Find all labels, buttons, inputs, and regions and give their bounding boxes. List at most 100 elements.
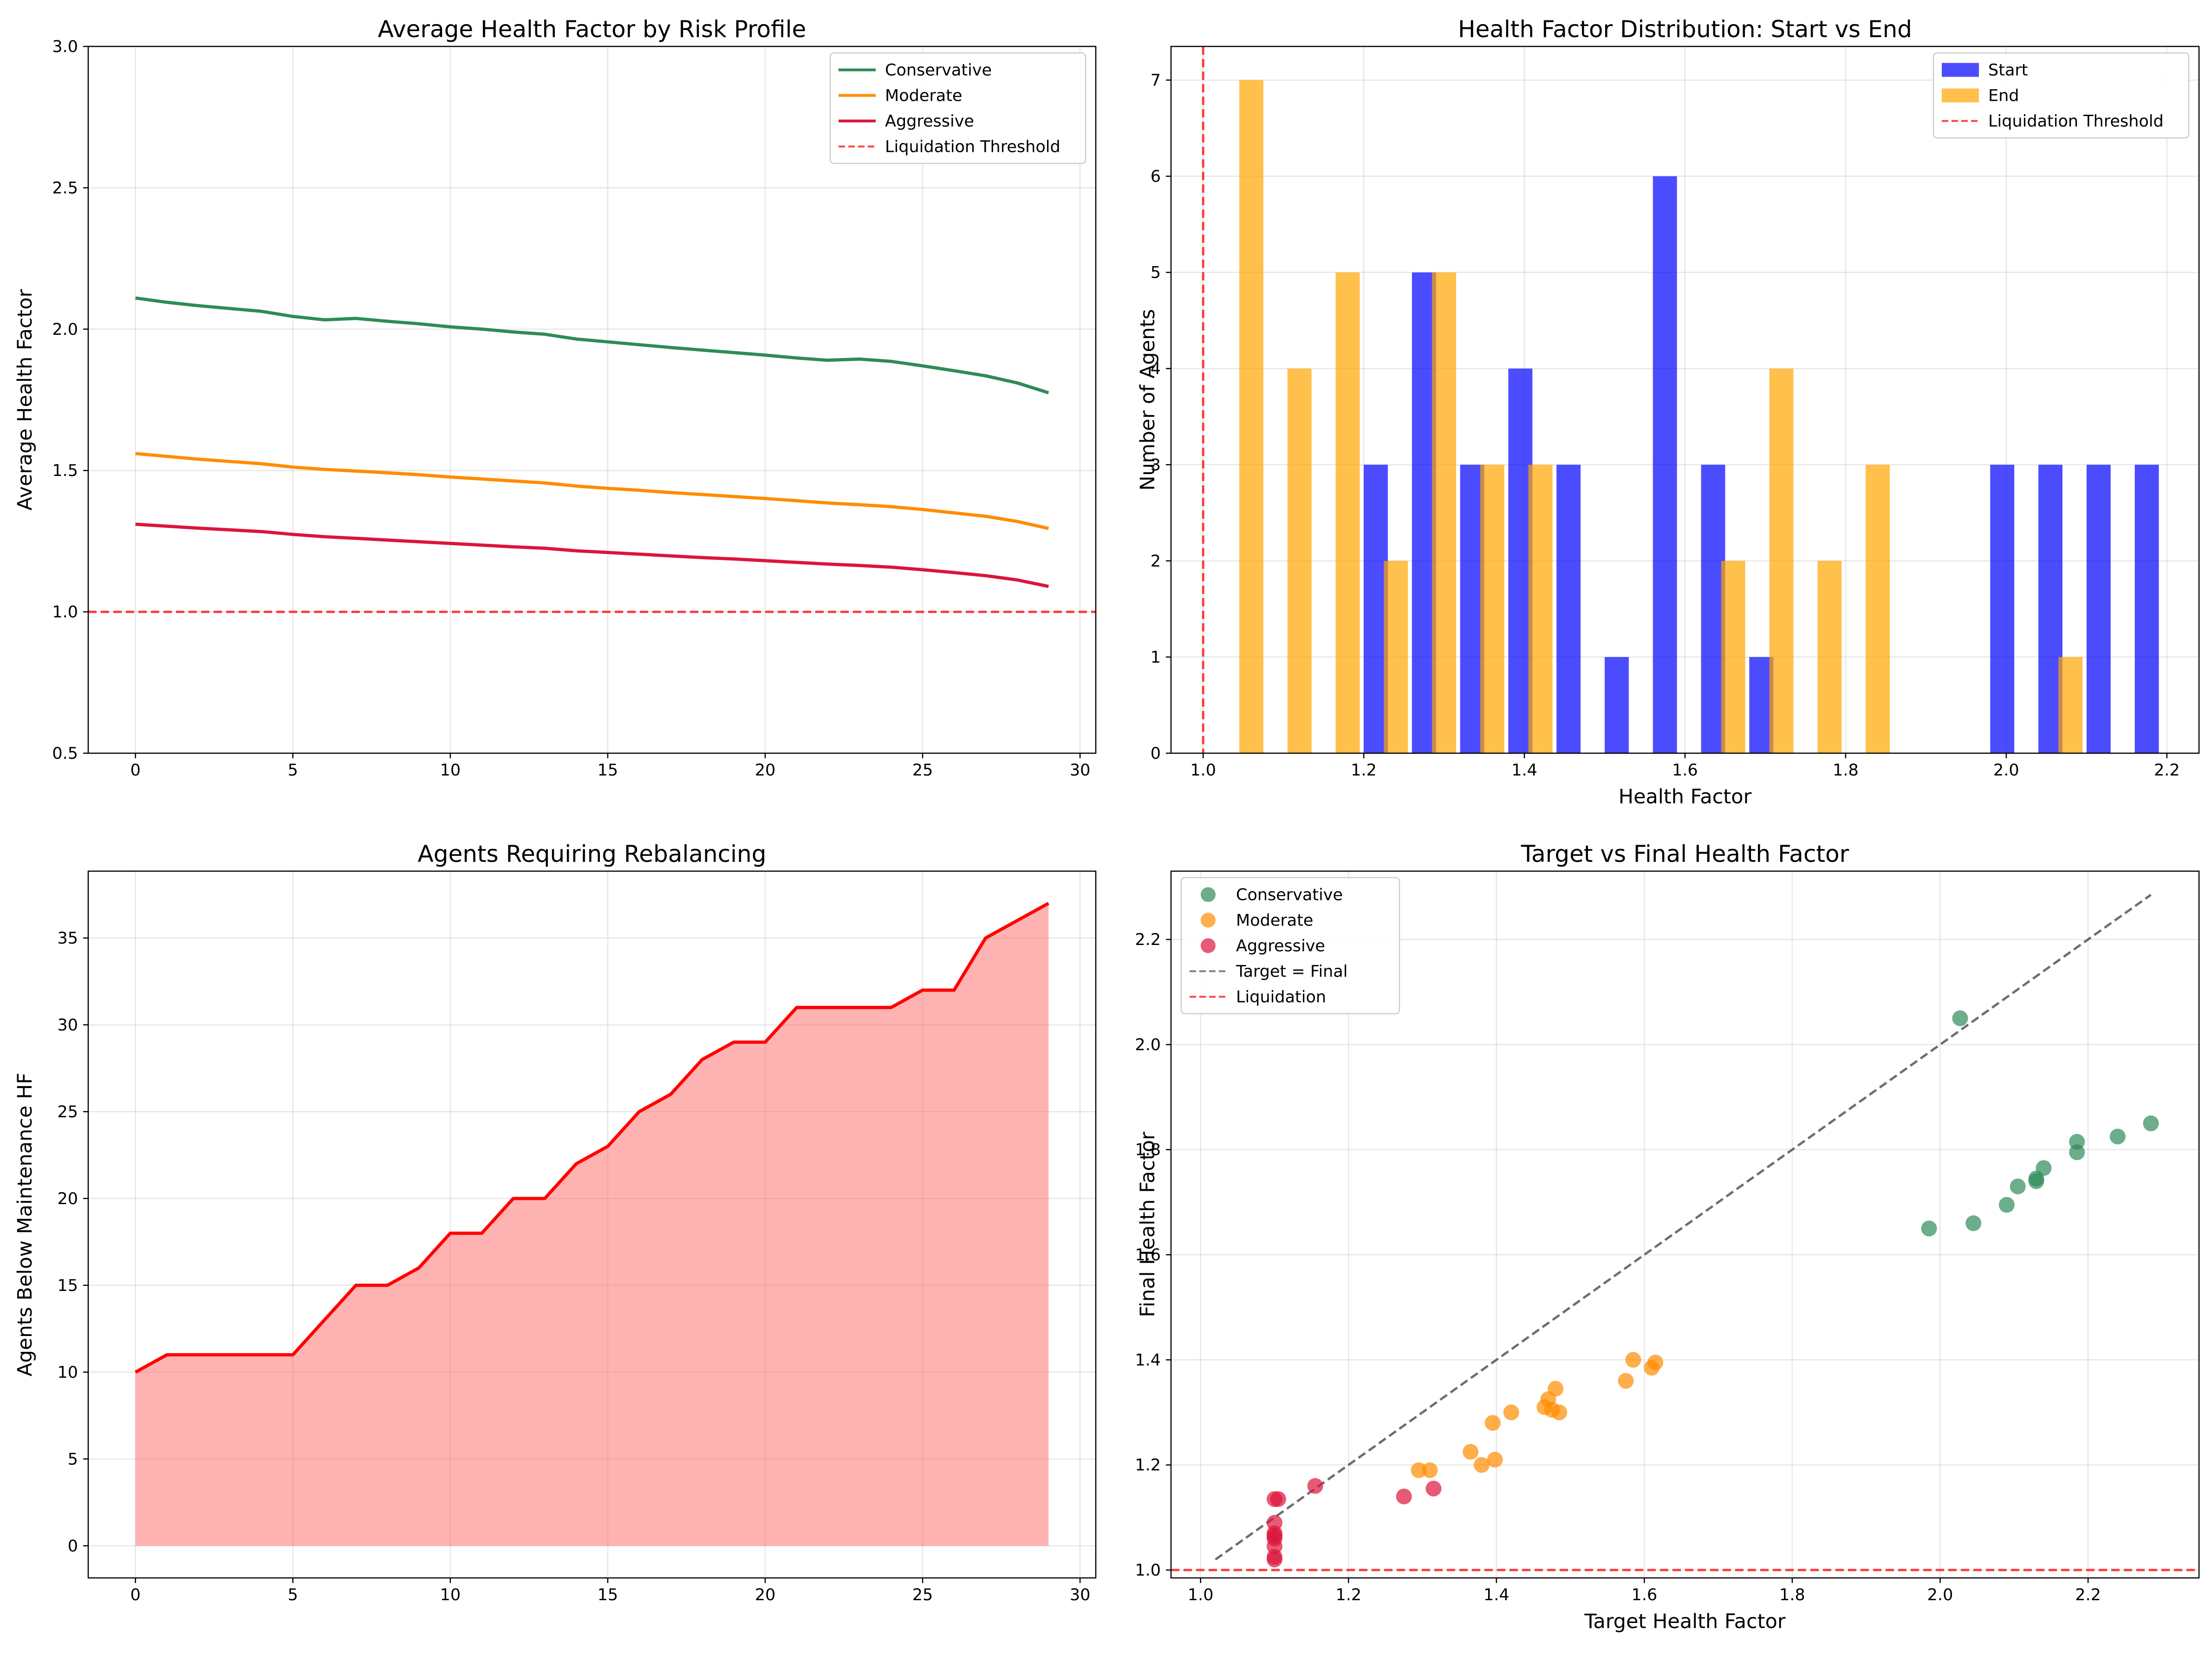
point-moderate (1647, 1355, 1664, 1371)
chart-title: Average Health Factor by Risk Profile (378, 16, 806, 43)
legend-label: Start (1988, 61, 2028, 80)
point-conservative (2028, 1173, 2044, 1189)
legend-label: Liquidation Threshold (885, 138, 1060, 156)
legend-box (1180, 877, 1400, 1015)
x-tick-label: 1.0 (1188, 1586, 1214, 1604)
x-tick-label: 1.6 (1672, 761, 1698, 780)
bar-end (1866, 464, 1890, 753)
plot-frame (87, 46, 1097, 754)
x-tick-label: 1.0 (1190, 761, 1216, 780)
legend-label: Aggressive (885, 112, 974, 131)
x-axis-label: Target Health Factor (1584, 1610, 1786, 1633)
legend-label: End (1988, 87, 2019, 105)
y-tick-label: 10 (57, 1363, 78, 1382)
y-tick-label: 3.0 (52, 38, 78, 56)
x-tick-label: 0 (130, 1586, 141, 1604)
legend-label: Aggressive (1236, 937, 1325, 956)
bar-end (1239, 80, 1263, 753)
y-axis-label: Final Health Factor (1136, 1132, 1159, 1317)
y-axis-label: Number of Agents (1136, 309, 1159, 490)
x-tick-label: 15 (598, 1586, 618, 1604)
y-tick-label: 35 (57, 929, 78, 948)
y-tick-label: 2.5 (52, 179, 78, 197)
bar-end (1384, 560, 1408, 753)
y-tick-label: 1.8 (1135, 1141, 1161, 1160)
y-tick-label: 1.0 (52, 603, 78, 622)
x-tick-label: 0 (130, 761, 141, 780)
y-tick-label: 1.2 (1135, 1456, 1161, 1475)
point-aggressive (1270, 1491, 1286, 1507)
y-tick-label: 2 (1151, 552, 1161, 571)
point-moderate (1487, 1452, 1503, 1468)
point-conservative (2010, 1178, 2026, 1194)
point-moderate (1548, 1381, 1564, 1397)
bar-end (1817, 560, 1842, 753)
point-conservative (2069, 1134, 2085, 1150)
y-tick-label: 7 (1151, 71, 1161, 90)
chart-title: Health Factor Distribution: Start vs End (1458, 16, 1912, 43)
y-tick-label: 2.0 (52, 320, 78, 339)
legend-patch-swatch (1942, 63, 1979, 77)
y-tick-label: 0 (1151, 744, 1161, 763)
legend-patch-swatch (1942, 88, 1979, 103)
series-line-agents-below (135, 902, 1049, 1374)
legend-label: Liquidation Threshold (1988, 112, 2164, 131)
y-tick-label: 1.5 (52, 462, 78, 480)
x-tick-label: 2.0 (1993, 761, 2019, 780)
x-tick-label: 20 (755, 761, 776, 780)
bar-end (2058, 657, 2083, 753)
y-tick-label: 30 (57, 1016, 78, 1035)
series-line-conservative (135, 296, 1049, 395)
point-moderate (1473, 1457, 1490, 1473)
x-tick-label: 10 (440, 1586, 461, 1604)
y-tick-label: 2.0 (1135, 1036, 1161, 1054)
legend-label: Moderate (885, 87, 962, 105)
bar-end (1528, 464, 1553, 753)
point-conservative (1952, 1010, 1968, 1026)
x-tick-label: 1.4 (1483, 1586, 1509, 1604)
y-tick-label: 1.0 (1135, 1561, 1161, 1580)
legend-label: Conservative (1236, 886, 1343, 905)
bar-start (1556, 464, 1581, 753)
bar-start (1605, 657, 1629, 753)
point-moderate (1484, 1415, 1501, 1431)
legend-label: Conservative (885, 61, 992, 80)
x-tick-label: 15 (598, 761, 618, 780)
plot-frame (87, 870, 1097, 1579)
bar-end (1432, 272, 1457, 753)
chart-target-vs-final: 1.0 1.2 1.4 1.6 1.8 2.0 2.2 1.0 1.2 1.4 1.6 1.8 2.0 2… (1135, 841, 2200, 1633)
bar-end (1480, 464, 1504, 753)
chart-title: Target vs Final Health Factor (1521, 841, 1849, 867)
point-conservative (1998, 1197, 2015, 1213)
legend-label: Target = Final (1236, 963, 1348, 981)
bar-start (2086, 464, 2111, 753)
y-tick-label: 1 (1151, 648, 1161, 667)
y-tick-label: 1.4 (1135, 1351, 1161, 1369)
x-tick-label: 30 (1070, 1586, 1091, 1604)
point-moderate (1422, 1462, 1438, 1479)
chart-health-factor-distribution: 1.0 1.2 1.4 1.6 1.8 2.0 2.2 0 1 2 3 4 5 6 7 Health Fact… (1136, 16, 2200, 808)
x-tick-label: 1.8 (1779, 1586, 1805, 1604)
point-moderate (1463, 1444, 1479, 1460)
y-tick-label: 0.5 (52, 744, 78, 763)
x-tick-label: 5 (288, 761, 298, 780)
y-tick-label: 20 (57, 1190, 78, 1208)
series-line-moderate (135, 452, 1049, 530)
legend-box (1932, 52, 2190, 139)
legend-box (829, 52, 1086, 164)
x-tick-label: 30 (1070, 761, 1091, 780)
bar-start (1652, 176, 1677, 753)
point-conservative (1921, 1220, 1937, 1237)
legend-marker-swatch (1201, 912, 1216, 928)
legend-marker-swatch (1201, 887, 1216, 902)
point-aggressive (1307, 1478, 1323, 1494)
plot-frame (1170, 870, 2200, 1579)
x-tick-label: 25 (912, 761, 933, 780)
x-axis-label: Health Factor (1619, 785, 1752, 808)
chart-average-health-factor: 0 5 10 15 20 25 30 0.5 1.0 1.5 2.0 2.5 3.0 Average He… (13, 16, 1097, 780)
legend-marker-swatch (1201, 938, 1216, 953)
y-tick-label: 3 (1151, 456, 1161, 475)
point-conservative (2143, 1115, 2159, 1132)
x-tick-label: 1.8 (1833, 761, 1859, 780)
